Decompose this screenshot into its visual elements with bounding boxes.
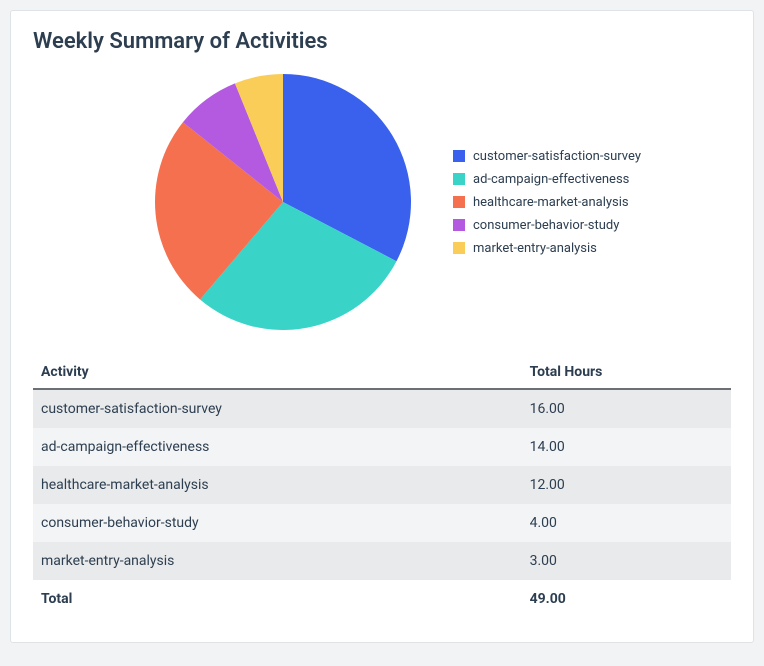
cell-activity: consumer-behavior-study	[33, 504, 522, 542]
table-total-row: Total49.00	[33, 580, 731, 618]
cell-hours: 3.00	[522, 542, 731, 580]
legend-swatch	[453, 150, 465, 162]
cell-hours: 16.00	[522, 389, 731, 428]
cell-hours: 12.00	[522, 466, 731, 504]
legend-label: ad-campaign-effectiveness	[473, 172, 629, 187]
legend-swatch	[453, 173, 465, 185]
table-row: ad-campaign-effectiveness14.00	[33, 428, 731, 466]
total-label: Total	[33, 580, 522, 618]
card-title: Weekly Summary of Activities	[33, 29, 731, 54]
legend-label: healthcare-market-analysis	[473, 195, 629, 210]
legend-label: consumer-behavior-study	[473, 218, 619, 233]
cell-hours: 14.00	[522, 428, 731, 466]
legend-item: healthcare-market-analysis	[453, 195, 641, 210]
legend-item: customer-satisfaction-survey	[453, 149, 641, 164]
legend-swatch	[453, 196, 465, 208]
cell-activity: customer-satisfaction-survey	[33, 389, 522, 428]
col-activity-header: Activity	[33, 358, 522, 389]
total-value: 49.00	[522, 580, 731, 618]
pie-chart	[153, 72, 413, 332]
col-hours-header: Total Hours	[522, 358, 731, 389]
cell-activity: ad-campaign-effectiveness	[33, 428, 522, 466]
legend-label: customer-satisfaction-survey	[473, 149, 641, 164]
legend-label: market-entry-analysis	[473, 241, 597, 256]
table-row: healthcare-market-analysis12.00	[33, 466, 731, 504]
cell-activity: market-entry-analysis	[33, 542, 522, 580]
legend-swatch	[453, 219, 465, 231]
legend-item: market-entry-analysis	[453, 241, 641, 256]
chart-row: customer-satisfaction-survey ad-campaign-…	[33, 72, 731, 332]
summary-card: Weekly Summary of Activities customer-sa…	[10, 10, 754, 643]
legend-swatch	[453, 242, 465, 254]
table-row: market-entry-analysis3.00	[33, 542, 731, 580]
cell-hours: 4.00	[522, 504, 731, 542]
table-row: customer-satisfaction-survey16.00	[33, 389, 731, 428]
cell-activity: healthcare-market-analysis	[33, 466, 522, 504]
legend-item: consumer-behavior-study	[453, 218, 641, 233]
table-row: consumer-behavior-study4.00	[33, 504, 731, 542]
legend-item: ad-campaign-effectiveness	[453, 172, 641, 187]
chart-legend: customer-satisfaction-survey ad-campaign-…	[453, 149, 641, 256]
activity-table: Activity Total Hours customer-satisfacti…	[33, 358, 731, 618]
